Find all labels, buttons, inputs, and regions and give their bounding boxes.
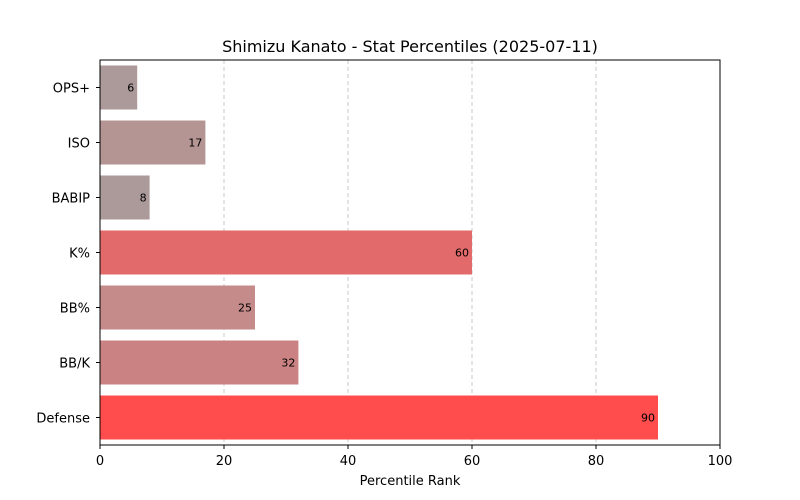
data-label: 60: [455, 247, 469, 260]
bar: [100, 395, 658, 440]
bar: [100, 230, 472, 275]
y-tick-label: BB%: [60, 302, 90, 317]
data-label: 25: [238, 302, 252, 315]
chart-title: Shimizu Kanato - Stat Percentiles (2025-…: [222, 37, 598, 56]
data-label: 32: [281, 357, 295, 370]
bar: [100, 120, 206, 165]
x-tick-label: 80: [588, 454, 605, 469]
bar: [100, 340, 299, 385]
data-label: 17: [188, 137, 202, 150]
bar: [100, 285, 255, 330]
y-tick-label: OPS+: [53, 82, 90, 97]
bars: 6 17 8 60 25 32 90: [100, 65, 658, 440]
data-label: 6: [127, 82, 134, 95]
bar: [100, 175, 150, 220]
data-label: 90: [641, 412, 655, 425]
x-tick-label: 40: [340, 454, 357, 469]
y-tick-label: BB/K: [59, 357, 90, 372]
y-tick-label: Defense: [36, 412, 90, 427]
x-axis: 0 20 40 60 80 100: [96, 445, 733, 469]
y-axis: OPS+ ISO BABIP K% BB% BB/K Defense: [36, 82, 100, 427]
y-tick-label: BABIP: [52, 192, 91, 207]
x-tick-label: 0: [96, 454, 104, 469]
data-label: 8: [140, 192, 147, 205]
y-tick-label: K%: [69, 247, 90, 262]
x-axis-title: Percentile Rank: [360, 474, 461, 489]
x-tick-label: 20: [216, 454, 233, 469]
bar: [100, 65, 138, 110]
x-tick-label: 60: [464, 454, 481, 469]
x-tick-label: 100: [708, 454, 733, 469]
y-tick-label: ISO: [68, 137, 90, 152]
